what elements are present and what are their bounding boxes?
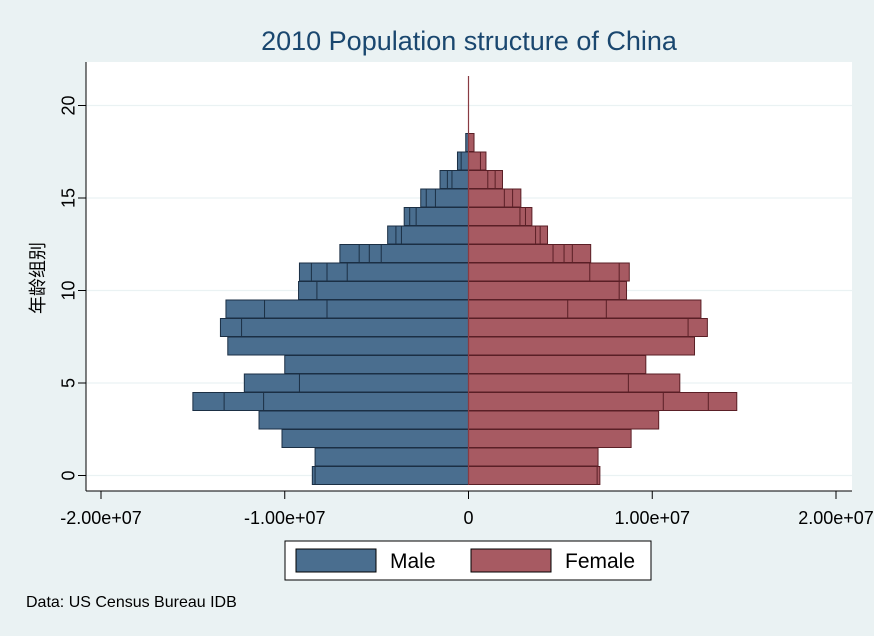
female-bar-age-10 [468,281,628,300]
legend-label-male: Male [390,550,436,573]
female-bar-age-11 [468,262,630,282]
male-bar-age-6 [284,355,469,374]
x-tick-label: -2.00e+07 [60,508,142,528]
y-tick-label: 20 [58,95,78,115]
axes: -2.00e+07 -1.00e+07 0 1.00e+07 2.00e+07 0 5 10 1… [58,62,874,528]
female-bar-age-6 [468,355,647,374]
male-bar-age-1 [314,447,469,467]
male-bar-age-2 [281,429,469,448]
x-tick-label: -1.00e+07 [244,508,326,528]
y-tick-label: 15 [58,188,78,208]
female-bar-age-17 [468,151,487,171]
male-bar-age-11 [298,262,470,282]
female-bar-age-18 [468,133,475,152]
y-tick-label: 0 [58,470,78,480]
male-bar-age-16 [439,170,469,189]
female-bar-age-3 [468,410,660,430]
x-tick-label: 1.00e+07 [614,508,690,528]
female-bar-age-5 [468,373,681,393]
legend-label-female: Female [565,550,635,573]
male-bar-age-7 [227,336,469,356]
female-bar-age-9 [468,299,702,319]
chart-title: 2010 Population structure of China [261,26,678,56]
legend-swatch-male [295,548,377,573]
female-bar-age-2 [468,429,632,448]
y-tick-label: 10 [58,280,78,300]
y-axis-label: 年龄组别 [28,242,49,314]
x-tick-label: 2.00e+07 [798,508,874,528]
male-bar-age-13 [387,225,469,245]
male-bar-age-3 [258,410,469,430]
female-bar-age-8 [468,318,708,337]
male-bar-age-17 [456,151,470,171]
male-bar-age-0 [311,466,469,485]
female-bar-age-14 [468,207,533,226]
male-bar-age-9 [225,299,469,319]
y-tick-label: 5 [58,378,78,388]
female-bar-age-16 [468,170,503,189]
legend: Male Female [284,540,652,581]
male-bar-age-8 [219,318,469,337]
male-bar-age-14 [403,207,469,226]
female-bar-age-4 [468,392,738,411]
male-bar-age-5 [243,373,469,393]
male-bar-age-4 [192,392,469,411]
male-bar-age-15 [420,188,470,208]
source-note: Data: US Census Bureau IDB [26,594,237,611]
legend-swatch-female [470,548,552,573]
x-tick-label: 0 [463,508,473,528]
female-bar-age-7 [468,336,696,356]
bars [192,76,738,485]
female-bar-age-1 [468,447,599,467]
female-bar-age-0 [468,466,601,485]
male-bar-age-10 [298,281,469,300]
